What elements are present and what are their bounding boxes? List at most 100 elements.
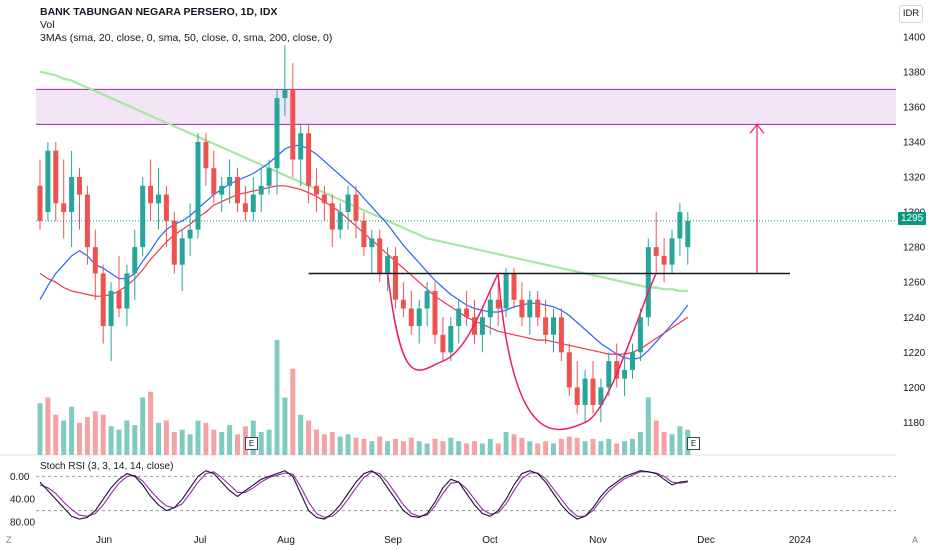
candle-body — [393, 255, 398, 300]
volume-bar — [353, 437, 359, 455]
candle-body — [100, 273, 106, 327]
candle-body — [53, 150, 59, 204]
volume-bar — [511, 434, 517, 455]
volume-bar — [290, 368, 296, 455]
earnings-marker[interactable]: E — [687, 437, 700, 450]
volume-bar — [527, 441, 533, 455]
volume-bar — [677, 426, 683, 455]
candle-body — [69, 177, 75, 213]
resistance-zone — [36, 89, 896, 125]
volume-bar — [140, 397, 146, 455]
candle-body — [290, 89, 296, 160]
last-price-badge: 1295 — [898, 212, 927, 225]
volume-bar — [637, 432, 643, 455]
candle-body — [314, 185, 319, 195]
candle-body — [108, 290, 114, 327]
volume-bar — [543, 441, 549, 455]
candle-body — [361, 220, 367, 248]
candle-body — [353, 194, 359, 221]
x-tick-label: Jun — [96, 535, 112, 546]
volume-bar — [321, 434, 327, 455]
volume-bar — [77, 422, 82, 455]
candle-body — [385, 255, 391, 274]
volume-bar — [574, 437, 580, 455]
y-tick-label: 1180 — [903, 418, 925, 429]
candle-body — [321, 194, 327, 204]
volume-bar — [393, 438, 398, 455]
candle-body — [677, 212, 683, 239]
candle-body — [645, 247, 651, 318]
y-tick-label: 1220 — [903, 348, 926, 359]
y-tick-label: 1260 — [903, 278, 926, 289]
volume-bar — [258, 432, 264, 455]
volume-bar — [69, 406, 75, 455]
candle-body — [424, 290, 430, 309]
candle-body — [298, 133, 304, 160]
stoch-d-line — [39, 471, 688, 518]
y-tick-label: 1200 — [903, 383, 926, 394]
candle-body — [487, 299, 493, 318]
left-cup-curve — [386, 273, 499, 371]
volume-bar — [582, 441, 588, 455]
candle-body — [527, 299, 533, 318]
symbol-title: BANK TABUNGAN NEGARA PERSERO, 1D, IDX — [40, 6, 278, 18]
candle-body — [179, 238, 185, 265]
volume-bar — [45, 397, 51, 455]
candle-body — [258, 185, 264, 195]
candle-body — [669, 238, 675, 265]
volume-bar — [37, 403, 43, 455]
candle-body — [369, 238, 375, 248]
auto-scale-icon[interactable]: A — [912, 535, 919, 545]
stoch-y-tick-label: 0.00 — [10, 472, 30, 483]
volume-bar — [416, 441, 422, 455]
volume-bar — [227, 425, 233, 455]
candle-body — [495, 299, 501, 309]
earnings-marker[interactable]: E — [245, 437, 258, 450]
candle-body — [337, 212, 343, 230]
candle-body — [116, 290, 122, 309]
volume-bar — [519, 437, 525, 455]
candle-body — [266, 168, 272, 186]
candle-body — [377, 238, 383, 274]
volume-bar — [598, 441, 604, 455]
candle-body — [582, 378, 588, 405]
candle-body — [77, 177, 82, 195]
volume-bar — [329, 432, 335, 455]
candle-body — [574, 387, 580, 405]
y-tick-label: 1380 — [903, 67, 926, 78]
x-tick-label: Jul — [194, 535, 207, 546]
candle-body — [653, 247, 659, 256]
volume-bar — [606, 438, 612, 455]
volume-bar — [535, 443, 541, 455]
x-tick-label: Sep — [384, 535, 402, 546]
volume-bar — [235, 434, 240, 455]
candle-body — [250, 194, 256, 213]
volume-bar — [566, 436, 572, 455]
candle-body — [195, 141, 201, 230]
candle-body — [282, 89, 288, 99]
zoom-reset-icon[interactable]: Z — [6, 535, 12, 545]
candle-body — [519, 299, 525, 318]
x-tick-label: Aug — [277, 535, 295, 546]
volume-bar — [282, 397, 288, 455]
right-cup-curve — [497, 273, 657, 431]
volume-bar — [314, 429, 319, 455]
candle-body — [37, 185, 43, 221]
volume-bar — [171, 432, 177, 455]
candle-body — [614, 361, 620, 379]
stoch-k-line — [39, 470, 688, 520]
volume-bar — [503, 432, 509, 455]
candle-body — [400, 299, 406, 309]
candle-body — [448, 326, 454, 353]
volume-bar — [148, 391, 154, 455]
candle-body — [45, 150, 51, 213]
volume-bar — [84, 417, 90, 455]
currency-badge[interactable]: IDR — [899, 5, 923, 23]
candle-body — [543, 317, 549, 335]
volume-bar — [432, 438, 438, 455]
volume-bar — [495, 443, 501, 455]
volume-bar — [464, 443, 470, 455]
candle-body — [511, 273, 517, 300]
volume-bar — [645, 397, 651, 455]
